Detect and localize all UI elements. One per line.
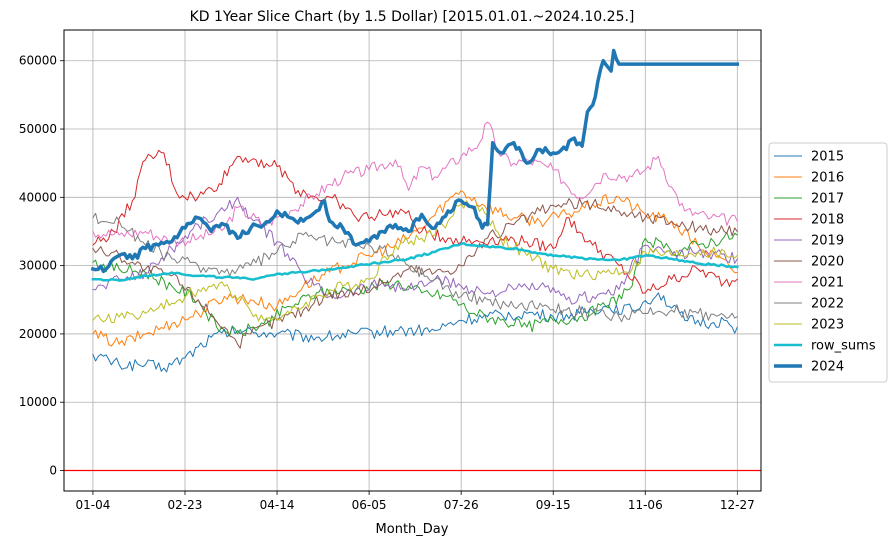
x-tick-label: 01-04 <box>75 498 110 512</box>
x-tick-label: 06-05 <box>352 498 387 512</box>
legend-label-row_sums: row_sums <box>811 339 876 354</box>
legend-label-2022: 2022 <box>811 297 844 312</box>
legend-label-2024: 2024 <box>811 360 844 375</box>
legend-label-2016: 2016 <box>811 171 844 186</box>
legend-label-2019: 2019 <box>811 234 844 249</box>
axis-ticks: 01-04 02-23 04-14 06-05 07-26 09-15 11-06 12-27… <box>19 54 755 512</box>
legend-label-2018: 2018 <box>811 213 844 228</box>
y-tick-label: 30000 <box>19 259 57 273</box>
series-line-2016 <box>92 190 738 347</box>
y-tick-label: 40000 <box>19 190 57 204</box>
series-line-row_sums <box>91 241 739 282</box>
series-line-2019 <box>92 196 738 305</box>
plot-frame <box>63 29 762 492</box>
x-axis-label: Month_Day <box>376 522 449 537</box>
series-layer <box>90 48 740 373</box>
series-line-2018 <box>92 149 739 294</box>
y-tick-label: 60000 <box>19 54 57 68</box>
series-line-2023 <box>92 200 739 324</box>
plot-area <box>64 30 761 491</box>
legend-label-2020: 2020 <box>811 255 844 270</box>
x-tick-label: 12-27 <box>720 498 755 512</box>
series-line-2022 <box>92 212 738 323</box>
chart-title: KD 1Year Slice Chart (by 1.5 Dollar) [20… <box>190 9 635 25</box>
series-line-2015 <box>92 292 738 373</box>
x-tick-label: 11-06 <box>628 498 663 512</box>
grid <box>64 30 761 491</box>
series-line-2021 <box>92 121 738 247</box>
legend-box <box>768 142 888 383</box>
axes-frame <box>63 29 762 492</box>
y-tick-label: 10000 <box>19 395 57 409</box>
legend: 2015 2016 2017 2018 2019 2020 2021 2022 2023 row_… <box>768 142 888 383</box>
series-line-2024 <box>90 48 740 274</box>
x-tick-label: 04-14 <box>260 498 295 512</box>
x-tick-label: 02-23 <box>168 498 203 512</box>
series-line-2020 <box>92 198 738 349</box>
x-tick-label: 07-26 <box>444 498 479 512</box>
legend-label-2017: 2017 <box>811 192 844 207</box>
legend-label-2021: 2021 <box>811 276 844 291</box>
y-tick-label: 50000 <box>19 122 57 136</box>
y-tick-label: 0 <box>49 464 57 478</box>
plot-background <box>64 30 761 491</box>
legend-label-2015: 2015 <box>811 150 844 165</box>
x-tick-label: 09-15 <box>536 498 571 512</box>
legend-label-2023: 2023 <box>811 318 844 333</box>
y-tick-label: 20000 <box>19 327 57 341</box>
